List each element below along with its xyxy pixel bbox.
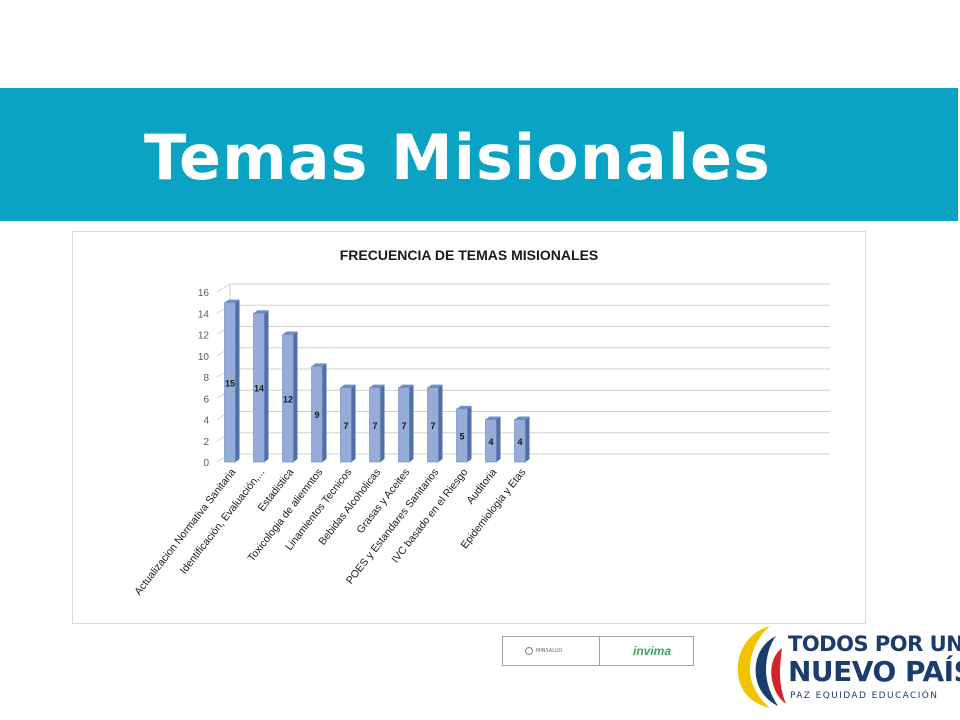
y-tick-label: 8: [203, 373, 209, 384]
y-tick-label: 6: [203, 394, 209, 405]
x-axis-ticks: Actualizacion Normativa SanitariaIdentif…: [132, 466, 528, 597]
bar-side: [467, 405, 472, 462]
data-label: 7: [372, 421, 377, 431]
y-tick-label: 4: [203, 416, 209, 427]
chart-frame: 0 2 4 6 8 10 12 14 16 15 14 12 9 7 7 7 7 5 4 4 Actualizaci…: [72, 231, 866, 624]
minsalud-logo-text: MINSALUD: [536, 648, 563, 654]
bar-top: [282, 331, 298, 335]
bar-top: [340, 384, 356, 388]
bar-side: [322, 363, 327, 462]
brand-line-2: NUEVO PAÍS: [788, 655, 960, 688]
data-label: 4: [488, 437, 493, 447]
y-tick-label: 14: [198, 309, 210, 320]
data-label: 14: [254, 384, 264, 394]
bar-top: [224, 299, 240, 303]
data-label: 4: [517, 437, 522, 447]
bar-side: [438, 384, 443, 462]
y-tick-label: 10: [198, 352, 210, 363]
seal-icon: [525, 646, 533, 655]
bar-top: [369, 384, 385, 388]
chart-title: FRECUENCIA DE TEMAS MISIONALES: [340, 247, 599, 263]
bar-top: [456, 405, 472, 409]
colombia-swoosh-icon: [737, 626, 786, 708]
bar-side: [409, 384, 414, 462]
bar-top: [311, 363, 327, 367]
y-tick-label: 16: [198, 288, 210, 299]
bar-top: [485, 416, 501, 420]
data-label: 12: [283, 394, 293, 404]
gridline-depth: [216, 283, 231, 293]
brand-line-3: PAZ EQUIDAD EDUCACIÓN: [790, 691, 939, 701]
bar-side: [380, 384, 385, 462]
y-tick-label: 0: [203, 458, 209, 469]
title-band: [0, 88, 958, 221]
bar-side: [264, 310, 269, 462]
logo-divider: [599, 637, 600, 665]
x-tick-label: Actualizacion Normativa Sanitaria: [132, 466, 238, 597]
data-labels: 15 14 12 9 7 7 7 7 5 4 4: [225, 378, 523, 446]
brand-line-1: TODOS POR UN: [788, 632, 960, 656]
data-label: 9: [314, 410, 319, 420]
bar-top: [427, 384, 443, 388]
data-label: 7: [343, 421, 348, 431]
y-axis-ticks: 0 2 4 6 8 10 12 14 16: [198, 288, 210, 469]
bar-side: [351, 384, 356, 462]
todos-por-un-nuevo-pais-logo: TODOS POR UN NUEVO PAÍS PAZ EQUIDAD EDUC…: [730, 622, 960, 712]
bar-chart: 0 2 4 6 8 10 12 14 16 15 14 12 9 7 7 7 7 5 4 4 Actualizaci…: [132, 247, 830, 598]
bar-top: [398, 384, 414, 388]
bar-top: [253, 310, 269, 314]
data-label: 15: [225, 378, 235, 388]
bar-side: [293, 331, 298, 462]
bar-side: [496, 416, 501, 462]
bar-side: [235, 299, 240, 462]
data-label: 7: [430, 421, 435, 431]
bar-side: [525, 416, 530, 462]
y-tick-label: 12: [198, 331, 210, 342]
y-tick-label: 2: [203, 437, 209, 448]
bar-top: [514, 416, 530, 420]
data-label: 7: [401, 421, 406, 431]
partner-logo-strip: MINSALUD invima: [502, 636, 694, 666]
data-label: 5: [459, 431, 464, 441]
bars: [224, 299, 530, 463]
slide-title: Temas Misionales: [144, 121, 771, 194]
invima-logo: invima: [633, 644, 672, 658]
minsalud-logo: MINSALUD: [525, 645, 581, 657]
